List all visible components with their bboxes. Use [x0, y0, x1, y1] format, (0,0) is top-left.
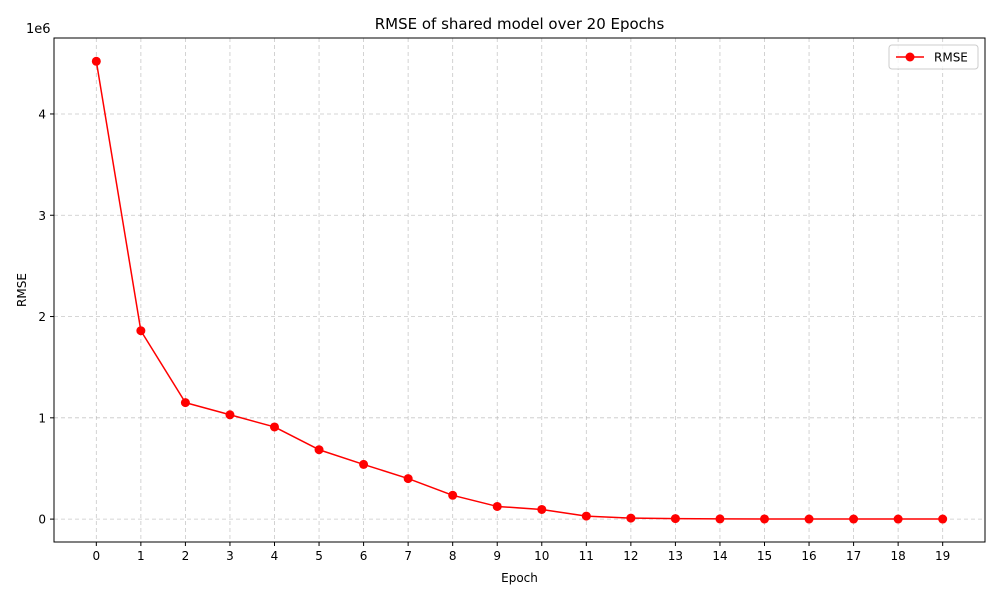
data-point-marker	[314, 445, 324, 455]
series-layer	[91, 56, 948, 524]
x-tick-label: 12	[623, 549, 638, 563]
x-tick-label: 2	[182, 549, 190, 563]
data-point-marker	[581, 511, 591, 521]
data-point-marker	[893, 514, 903, 524]
data-point-marker	[492, 501, 502, 511]
x-tick-label: 9	[493, 549, 501, 563]
x-tick-label: 15	[757, 549, 772, 563]
x-tick-label: 5	[315, 549, 323, 563]
x-tick-label: 19	[935, 549, 950, 563]
x-tick-label: 1	[137, 549, 145, 563]
data-point-marker	[849, 514, 859, 524]
x-axis-label: Epoch	[501, 571, 538, 585]
x-tick-label: 7	[404, 549, 412, 563]
legend: RMSE	[888, 44, 979, 70]
data-point-marker	[760, 514, 769, 524]
legend-label-rmse: RMSE	[934, 51, 968, 65]
data-point-marker	[537, 504, 547, 514]
data-point-marker	[448, 490, 458, 500]
x-tick-label: 10	[534, 549, 549, 563]
data-point-marker	[359, 459, 369, 469]
y-tick-label: 2	[38, 310, 46, 324]
x-tick-label: 18	[890, 549, 905, 563]
data-point-marker	[225, 410, 235, 420]
data-point-marker	[670, 514, 680, 524]
x-tick-label: 16	[801, 549, 816, 563]
data-point-marker	[136, 326, 146, 336]
y-tick-label: 3	[38, 209, 46, 223]
x-tick-label: 11	[579, 549, 594, 563]
y-tick-label: 0	[38, 513, 46, 527]
data-point-marker	[715, 514, 725, 524]
plot-area-frame	[53, 37, 986, 543]
x-tick-label: 0	[92, 549, 100, 563]
y-tick-label: 1	[38, 411, 46, 425]
data-point-marker	[270, 422, 279, 432]
data-point-marker	[403, 474, 413, 484]
y-tick-label: 4	[38, 107, 46, 121]
series-line-rmse	[95, 61, 943, 520]
x-tick-label: 17	[846, 549, 861, 563]
legend-box	[888, 44, 979, 70]
x-tick-label: 8	[449, 549, 457, 563]
data-point-marker	[938, 514, 948, 524]
grid-lines	[54, 38, 985, 542]
legend-marker-swatch	[905, 52, 915, 62]
x-tick-label: 13	[668, 549, 683, 563]
x-tick-label: 4	[271, 549, 279, 563]
y-axis-ticks: 0 1 2 3 4	[38, 107, 54, 527]
chart-title: RMSE of shared model over 20 Epochs	[375, 15, 665, 33]
x-axis-ticks: 0 1 2 3 4 5 6 7 8 9 10 11 12 13 14 15 16 17 18 19	[92, 542, 950, 563]
x-tick-label: 14	[712, 549, 727, 563]
data-point-marker	[626, 513, 636, 523]
data-point-marker	[91, 56, 101, 66]
data-point-marker	[804, 514, 814, 524]
data-point-marker	[180, 398, 190, 408]
x-tick-label: 6	[360, 549, 368, 563]
y-axis-label: RMSE	[15, 273, 29, 307]
y-axis-offset-label: 1e6	[26, 22, 51, 37]
x-tick-label: 3	[226, 549, 234, 563]
